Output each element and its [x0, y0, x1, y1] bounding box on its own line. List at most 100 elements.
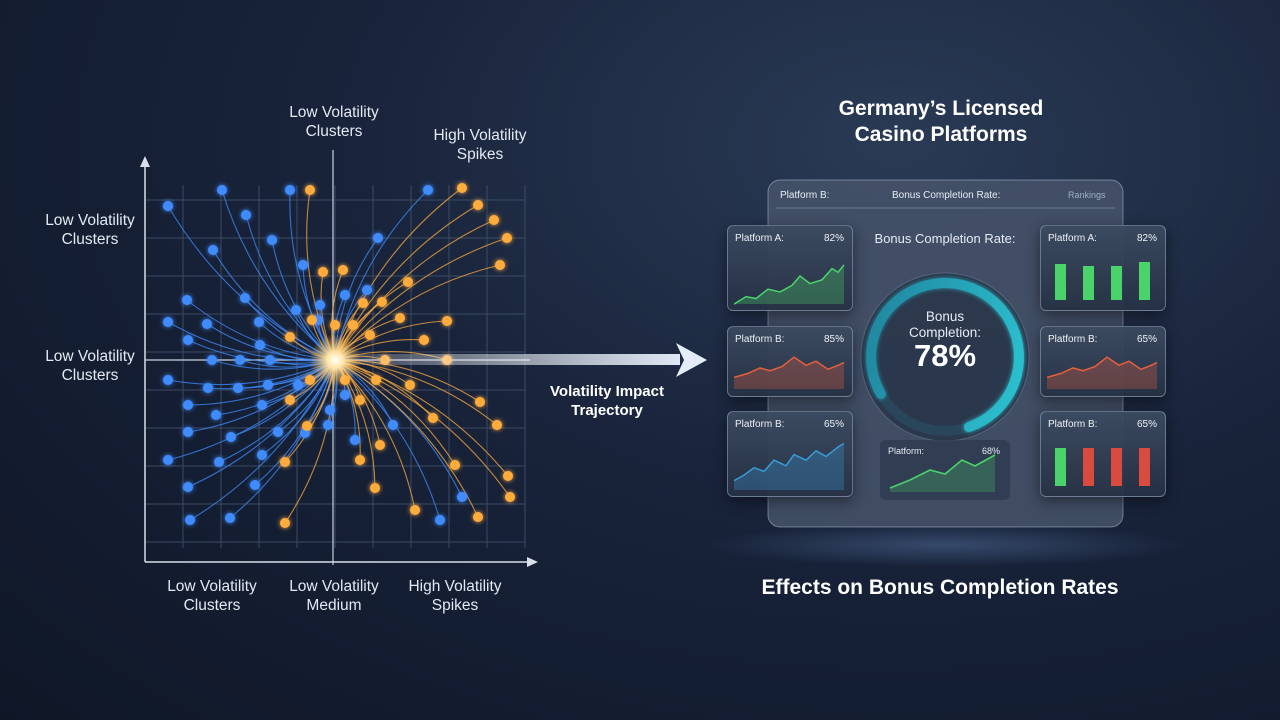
- dot: [340, 290, 350, 300]
- dot: [395, 313, 405, 323]
- platform-card: Platform B: 85%: [727, 326, 853, 397]
- dot: [182, 295, 192, 305]
- dot: [428, 413, 438, 423]
- dot: [235, 355, 245, 365]
- dot: [208, 245, 218, 255]
- dot: [348, 320, 358, 330]
- arrow-label: Volatility Impact Trajectory: [550, 383, 664, 419]
- card-name: Platform B:: [1048, 419, 1098, 430]
- label: Low Volatility Clusters: [167, 578, 257, 614]
- card-name: Platform A:: [735, 233, 784, 244]
- ray: [334, 219, 495, 361]
- dot: [255, 340, 265, 350]
- dot: [435, 515, 445, 525]
- dot: [410, 505, 420, 515]
- card-value: 68%: [982, 446, 1001, 456]
- dot: [217, 185, 227, 195]
- dot: [285, 332, 295, 342]
- dot: [475, 397, 485, 407]
- dot: [307, 315, 317, 325]
- dot: [419, 335, 429, 345]
- burst: [309, 334, 361, 386]
- dot: [265, 355, 275, 365]
- bar: [1111, 448, 1122, 486]
- platform-card: Platform B: 65%: [727, 411, 853, 497]
- dot: [225, 513, 235, 523]
- card-name: Platform B:: [1048, 334, 1098, 345]
- dot: [442, 316, 452, 326]
- card-name: Platform A:: [1048, 233, 1097, 244]
- dot: [489, 215, 499, 225]
- dot: [405, 380, 415, 390]
- dot: [257, 400, 267, 410]
- trajectory-arrow: [340, 354, 680, 365]
- card-value: 65%: [1136, 334, 1157, 345]
- card-name: Platform B:: [735, 334, 785, 345]
- gauge-inner-label: Bonus Completion:: [908, 309, 982, 340]
- dot: [280, 457, 290, 467]
- floor-glow: [705, 523, 1185, 567]
- card-value: 65%: [1136, 419, 1157, 430]
- dot: [263, 380, 273, 390]
- ray: [334, 264, 501, 361]
- dot: [457, 492, 467, 502]
- dot: [362, 285, 372, 295]
- dot: [302, 421, 312, 431]
- dot: [373, 233, 383, 243]
- dot: [340, 390, 350, 400]
- dot: [473, 200, 483, 210]
- dot: [355, 455, 365, 465]
- card-value: 65%: [823, 419, 844, 430]
- dot: [502, 233, 512, 243]
- card-value: 85%: [823, 334, 844, 345]
- dot: [371, 375, 381, 385]
- dot: [214, 457, 224, 467]
- card-value: 82%: [823, 233, 844, 244]
- dot: [163, 455, 173, 465]
- bar: [1083, 266, 1094, 300]
- bottom-card: [880, 440, 1010, 500]
- label: Low Volatility Medium: [289, 578, 379, 614]
- dot: [211, 410, 221, 420]
- header-menu[interactable]: Rankings: [1068, 190, 1106, 200]
- sparkline: [734, 442, 845, 482]
- dot: [388, 420, 398, 430]
- dot: [305, 185, 315, 195]
- bar: [1139, 448, 1150, 486]
- sparkline: [734, 264, 845, 305]
- dot: [355, 395, 365, 405]
- header-metric: Bonus Completion Rate:: [892, 190, 1001, 201]
- dot: [267, 235, 277, 245]
- sparkline-area: [734, 443, 844, 490]
- dot: [202, 319, 212, 329]
- sparkline: [889, 454, 996, 489]
- platform-card: Platform A: 82%: [1040, 225, 1166, 311]
- dot: [473, 512, 483, 522]
- sparkline-area: [1047, 357, 1157, 389]
- bar: [1055, 448, 1066, 486]
- sparkline: [734, 356, 845, 379]
- label: Low Volatility Clusters: [45, 212, 135, 248]
- bar: [1055, 264, 1066, 300]
- bar: [1111, 266, 1122, 300]
- dot: [370, 483, 380, 493]
- axis-arrow: [527, 557, 538, 567]
- dots: [163, 183, 515, 528]
- dot: [365, 330, 375, 340]
- dot: [291, 305, 301, 315]
- dot: [505, 492, 515, 502]
- dot: [250, 480, 260, 490]
- dot: [183, 427, 193, 437]
- sparkline-area: [734, 357, 844, 389]
- arrow-head: [676, 343, 707, 377]
- dot: [241, 210, 251, 220]
- dot: [240, 293, 250, 303]
- platform-card: Platform A: 82%: [727, 225, 853, 311]
- dot: [273, 427, 283, 437]
- ray: [221, 189, 336, 361]
- dot: [298, 260, 308, 270]
- dot: [185, 515, 195, 525]
- sparkline-area: [890, 455, 995, 492]
- ray: [334, 237, 508, 361]
